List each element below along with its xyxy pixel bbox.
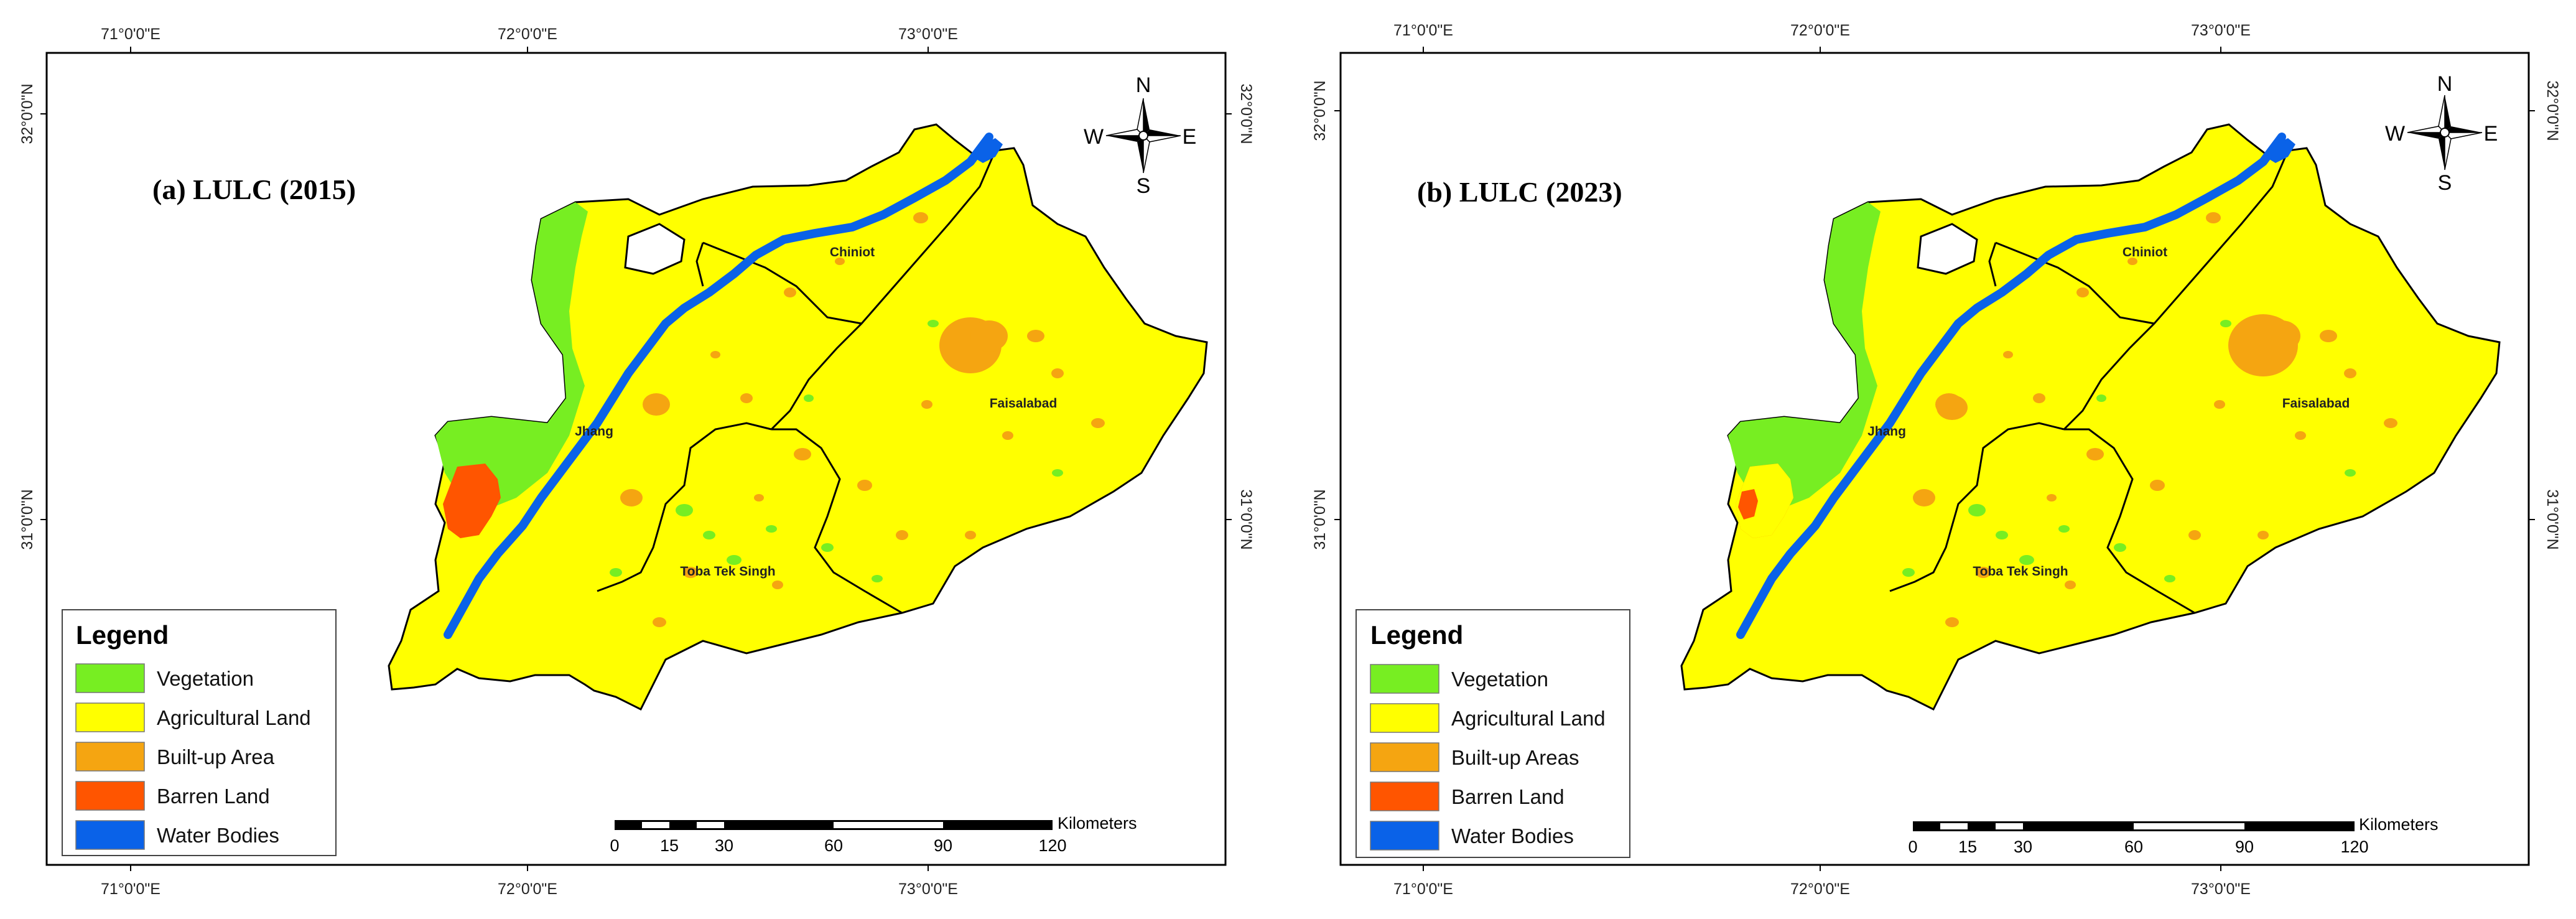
legend-label-vegetation: Vegetation xyxy=(157,667,254,690)
lon-tick-top: 73°0'0"E xyxy=(2191,22,2251,39)
city-label-jhang: Jhang xyxy=(1867,424,1906,439)
lat-tick-left: 31°0'0"N xyxy=(19,489,36,549)
lon-tick-bottom: 72°0'0"E xyxy=(1790,880,1850,898)
lat-tick-right: 32°0'0"N xyxy=(2544,80,2561,141)
city-label-faisalabad: Faisalabad xyxy=(990,396,1058,411)
lon-tick-bottom: 71°0'0"E xyxy=(101,880,160,898)
lat-tick-left: 32°0'0"N xyxy=(1311,80,1329,141)
panel-b: 71°0'0"E 72°0'0"E 73°0'0"E 71°0'0"E 72°0… xyxy=(1311,22,2561,898)
lat-tick-left: 32°0'0"N xyxy=(19,83,36,144)
scale-tick: 60 xyxy=(2124,837,2143,856)
compass-east-label: E xyxy=(2484,122,2498,146)
builtup-growth-2023 xyxy=(1937,314,2298,420)
lon-tick-bottom: 72°0'0"E xyxy=(498,880,557,898)
legend-swatch-agricultural xyxy=(1370,703,1439,733)
legend-label-builtup: Built-up Areas xyxy=(1451,746,1579,769)
legend-swatch-water xyxy=(1370,821,1439,851)
legend-swatch-vegetation xyxy=(75,663,145,693)
legend-label-agricultural: Agricultural Land xyxy=(1451,707,1606,730)
panel-title: (b) LULC (2023) xyxy=(1417,176,1622,208)
lat-tick-right: 32°0'0"N xyxy=(1237,83,1255,144)
compass-south-label: S xyxy=(1137,174,1151,198)
legend-label-barren: Barren Land xyxy=(157,785,270,808)
scale-tick: 0 xyxy=(1908,837,1917,856)
lon-tick-top: 72°0'0"E xyxy=(498,26,557,43)
graticule-ticks xyxy=(1334,47,2535,871)
scale-tick: 0 xyxy=(610,836,619,855)
city-label-toba-tek-singh: Toba Tek Singh xyxy=(1973,564,2068,579)
legend-swatch-builtup xyxy=(75,742,145,772)
compass-north-label: N xyxy=(1136,73,1151,97)
barren-reduction-overlay xyxy=(1736,464,1793,538)
compass-south-label: S xyxy=(2438,171,2452,195)
scale-unit: Kilometers xyxy=(1058,814,1137,833)
scale-tick: 30 xyxy=(2014,837,2032,856)
north-arrow-icon xyxy=(1105,98,1181,174)
scale-tick: 30 xyxy=(715,836,733,855)
compass-north-label: N xyxy=(2437,72,2453,96)
legend-title: Legend xyxy=(1370,620,1463,650)
lon-tick-bottom: 73°0'0"E xyxy=(2191,880,2251,898)
legend-label-builtup: Built-up Area xyxy=(157,745,275,768)
scale-tick: 15 xyxy=(660,836,679,855)
barren-land-patch-2023 xyxy=(1738,489,1758,520)
scale-bar: Kilometers 0 15 30 60 90 120 xyxy=(1908,815,2438,856)
scale-tick: 15 xyxy=(1958,837,1977,856)
scale-bar: Kilometers 0 15 30 60 90 120 xyxy=(610,814,1137,855)
graticule-ticks xyxy=(40,47,1232,871)
lon-tick-top: 71°0'0"E xyxy=(1393,22,1453,39)
legend-label-barren: Barren Land xyxy=(1451,785,1565,808)
legend-box: Legend Vegetation Agricultural Land Buil… xyxy=(1355,609,1630,858)
legend-label-water: Water Bodies xyxy=(1451,824,1574,847)
scale-tick: 90 xyxy=(934,836,952,855)
compass-west-label: W xyxy=(1084,125,1104,149)
lon-tick-top: 73°0'0"E xyxy=(898,26,958,43)
city-label-jhang: Jhang xyxy=(575,424,613,439)
city-label-chiniot: Chiniot xyxy=(2123,245,2167,259)
legend-label-vegetation: Vegetation xyxy=(1451,668,1548,691)
lon-tick-top: 71°0'0"E xyxy=(101,26,160,43)
lon-tick-bottom: 73°0'0"E xyxy=(898,880,958,898)
lon-tick-bottom: 71°0'0"E xyxy=(1393,880,1453,898)
city-label-faisalabad: Faisalabad xyxy=(2282,396,2350,411)
scale-tick: 60 xyxy=(824,836,843,855)
lon-tick-top: 72°0'0"E xyxy=(1790,22,1850,39)
lat-tick-right: 31°0'0"N xyxy=(1237,489,1255,549)
panel-a: 71°0'0"E 72°0'0"E 73°0'0"E 71°0'0"E 72°0… xyxy=(19,26,1255,898)
legend-swatch-barren xyxy=(1370,781,1439,811)
legend-swatch-water xyxy=(75,820,145,850)
legend-label-water: Water Bodies xyxy=(157,824,279,847)
legend-label-agricultural: Agricultural Land xyxy=(157,706,311,729)
compass-east-label: E xyxy=(1183,125,1197,149)
legend-title: Legend xyxy=(76,620,169,650)
scale-tick: 120 xyxy=(2340,837,2368,856)
legend-box: Legend Vegetation Agricultural Land Buil… xyxy=(62,609,337,856)
legend-swatch-builtup xyxy=(1370,742,1439,772)
lat-tick-right: 31°0'0"N xyxy=(2544,489,2561,549)
scale-tick: 90 xyxy=(2235,837,2254,856)
city-label-toba-tek-singh: Toba Tek Singh xyxy=(680,564,775,579)
legend-swatch-barren xyxy=(75,781,145,811)
panel-title: (a) LULC (2015) xyxy=(152,174,356,205)
legend-swatch-agricultural xyxy=(75,702,145,732)
scale-unit: Kilometers xyxy=(2359,815,2439,834)
scale-tick: 120 xyxy=(1038,836,1066,855)
north-arrow-icon xyxy=(2407,95,2483,170)
city-label-chiniot: Chiniot xyxy=(830,245,875,259)
legend-swatch-vegetation xyxy=(1370,664,1439,694)
lat-tick-left: 31°0'0"N xyxy=(1311,489,1329,549)
compass-west-label: W xyxy=(2385,122,2405,146)
